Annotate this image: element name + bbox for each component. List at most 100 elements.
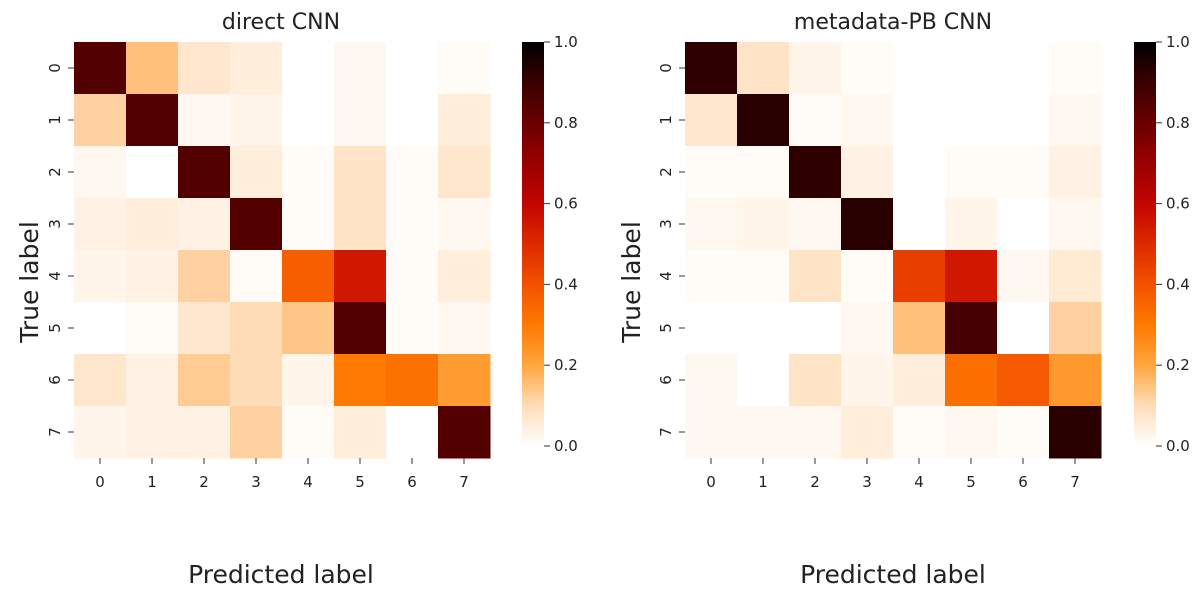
- cell-r4-c3: [841, 250, 894, 303]
- y-tick-label-6: 6: [657, 375, 675, 385]
- cell-r1-c1: [737, 94, 790, 147]
- cell-r2-c3: [841, 146, 894, 199]
- cell-r3-c6: [997, 198, 1050, 251]
- cell-r6-c7: [1049, 354, 1102, 407]
- cell-r2-c2: [789, 146, 842, 199]
- cell-r4-c0: [74, 250, 127, 303]
- y-tick-label-7: 7: [657, 427, 675, 437]
- cell-r4-c5: [334, 250, 387, 303]
- x-tick-labels: 0 1 2 3 4 5 6 7: [95, 458, 469, 491]
- cell-r1-c3: [841, 94, 894, 147]
- cell-r7-c6: [386, 406, 439, 459]
- cell-r0-c5: [945, 42, 998, 95]
- y-tick-label-5: 5: [46, 323, 64, 333]
- y-tick-label-0: 0: [657, 63, 675, 73]
- cell-r3-c7: [1049, 198, 1102, 251]
- cell-r1-c2: [178, 94, 231, 147]
- cell-r2-c0: [74, 146, 127, 199]
- y-tick-label-3: 3: [46, 219, 64, 229]
- cell-r7-c4: [893, 406, 946, 459]
- cell-r6-c1: [737, 354, 790, 407]
- colorbar-tick-label-1.0: 1.0: [554, 33, 578, 51]
- cell-r4-c2: [789, 250, 842, 303]
- cell-r0-c5: [334, 42, 387, 95]
- cell-r2-c7: [438, 146, 491, 199]
- cell-r2-c2: [178, 146, 231, 199]
- cell-r4-c0: [685, 250, 738, 303]
- y-tick-labels: 0 1 2 3 4 5 6 7: [46, 63, 74, 437]
- x-axis-label: Predicted label: [188, 560, 374, 589]
- cell-r6-c3: [841, 354, 894, 407]
- chart-title: direct CNN: [222, 10, 340, 35]
- cell-r4-c7: [1049, 250, 1102, 303]
- cell-r0-c0: [685, 42, 738, 95]
- colorbar-tick-label-1.0: 1.0: [1166, 33, 1190, 51]
- cell-r1-c5: [334, 94, 387, 147]
- cell-r5-c6: [386, 302, 439, 355]
- cell-r1-c4: [282, 94, 335, 147]
- cell-r2-c4: [282, 146, 335, 199]
- colorbar-gradient: [522, 42, 544, 446]
- cell-r5-c2: [178, 302, 231, 355]
- x-tick-label-0: 0: [706, 473, 716, 491]
- cell-r2-c5: [945, 146, 998, 199]
- cell-r4-c1: [737, 250, 790, 303]
- x-tick-label-5: 5: [355, 473, 365, 491]
- colorbar-tick-label-0.2: 0.2: [554, 356, 578, 374]
- cell-r7-c5: [334, 406, 387, 459]
- y-tick-label-6: 6: [46, 375, 64, 385]
- cell-r7-c7: [438, 406, 491, 459]
- cell-r7-c3: [230, 406, 283, 459]
- cell-r3-c4: [282, 198, 335, 251]
- x-tick-label-2: 2: [810, 473, 820, 491]
- cell-r0-c3: [841, 42, 894, 95]
- colorbar: 0.0 0.2 0.4 0.6 0.8 1.0: [522, 33, 578, 455]
- cell-r3-c3: [230, 198, 283, 251]
- cell-r0-c2: [789, 42, 842, 95]
- y-tick-label-3: 3: [657, 219, 675, 229]
- x-tick-label-7: 7: [459, 473, 469, 491]
- y-axis-label: True label: [617, 221, 646, 344]
- cell-r0-c2: [178, 42, 231, 95]
- cell-r3-c0: [685, 198, 738, 251]
- colorbar-tick-label-0.4: 0.4: [554, 275, 578, 293]
- cell-r1-c6: [386, 94, 439, 147]
- cell-r0-c1: [126, 42, 179, 95]
- cell-r3-c7: [438, 198, 491, 251]
- cell-r2-c3: [230, 146, 283, 199]
- cell-r3-c5: [945, 198, 998, 251]
- cell-r2-c1: [126, 146, 179, 199]
- cell-r7-c1: [737, 406, 790, 459]
- cell-r6-c3: [230, 354, 283, 407]
- heatmap-cells: [685, 42, 1102, 459]
- colorbar-tick-label-0.6: 0.6: [1166, 195, 1190, 213]
- cell-r0-c0: [74, 42, 127, 95]
- x-tick-label-6: 6: [1018, 473, 1028, 491]
- cell-r5-c7: [1049, 302, 1102, 355]
- colorbar-tick-label-0.0: 0.0: [1166, 437, 1190, 455]
- cell-r3-c2: [178, 198, 231, 251]
- y-tick-label-7: 7: [46, 427, 64, 437]
- y-tick-label-4: 4: [46, 271, 64, 281]
- x-tick-label-1: 1: [147, 473, 157, 491]
- cell-r4-c4: [282, 250, 335, 303]
- cell-r6-c0: [74, 354, 127, 407]
- cell-r1-c0: [685, 94, 738, 147]
- cell-r7-c0: [74, 406, 127, 459]
- cell-r1-c6: [997, 94, 1050, 147]
- y-tick-label-1: 1: [657, 115, 675, 125]
- cell-r2-c4: [893, 146, 946, 199]
- cell-r7-c0: [685, 406, 738, 459]
- cell-r6-c4: [282, 354, 335, 407]
- heatmap-panel-metadata-pb-cnn: metadata-PB CNN 0 1 2 3 4 5 6 7 0 1 2 3 4 5 6 7 Predic…: [617, 10, 1190, 589]
- cell-r3-c3: [841, 198, 894, 251]
- x-tick-label-4: 4: [303, 473, 313, 491]
- cell-r7-c2: [789, 406, 842, 459]
- colorbar-tick-label-0.6: 0.6: [554, 195, 578, 213]
- cell-r5-c3: [230, 302, 283, 355]
- cell-r1-c5: [945, 94, 998, 147]
- cell-r3-c0: [74, 198, 127, 251]
- cell-r7-c4: [282, 406, 335, 459]
- x-tick-label-1: 1: [758, 473, 768, 491]
